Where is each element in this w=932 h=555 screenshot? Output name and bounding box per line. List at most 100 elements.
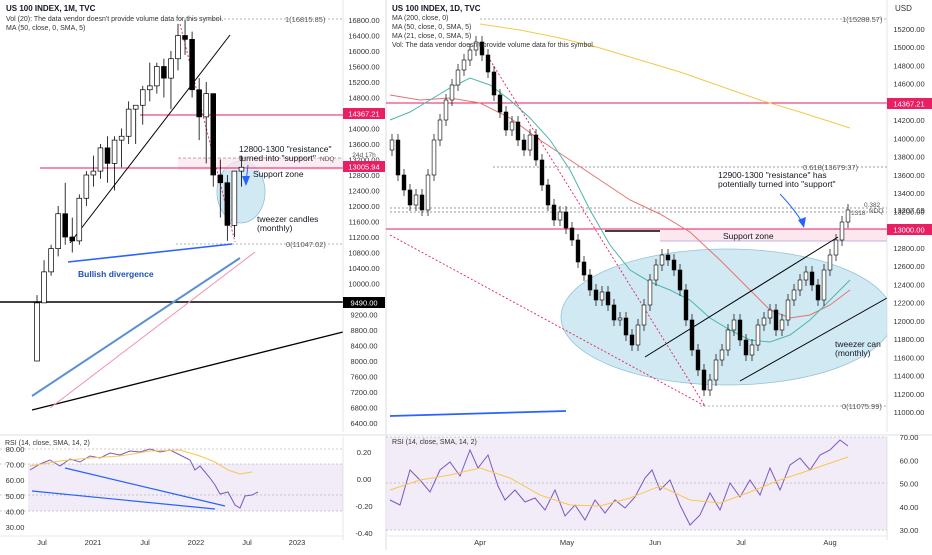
left-candle-body (238, 166, 245, 172)
right-candle-body (527, 134, 533, 151)
left-y-tick-label: 15600.00 (348, 63, 379, 72)
right-candle-body (533, 134, 539, 161)
right-candle-body (779, 319, 785, 331)
left-support-zone-band (178, 158, 343, 170)
right-ndq-label: NDQ (869, 208, 883, 215)
right-x-tick-label: Apr (474, 538, 486, 547)
right-candle-body (677, 269, 683, 291)
left-x-tick-label: Jul (37, 538, 47, 547)
right-x-tick-label: Aug (823, 538, 836, 547)
right-rsi-label: RSI (14, close, SMA, 14, 2) (392, 439, 477, 446)
right-candle-body (581, 261, 587, 276)
right-y-tick-label: 15200.00 (893, 25, 924, 34)
right-candle-body (605, 291, 611, 306)
right-candle-body (515, 121, 521, 141)
left-osc-tick-label: 0.00 (357, 475, 372, 484)
right-candle-body (545, 184, 551, 206)
left-candle-body (182, 35, 188, 40)
left-rsi-tick-label: 60.00 (6, 476, 25, 485)
right-candle-body (617, 317, 623, 321)
right-tweezer-note: tweezer can (monthly) (835, 339, 883, 358)
right-ma200-label: MA (200, close, 0) (392, 15, 448, 22)
left-y-tick-label: 6400.00 (350, 419, 377, 428)
left-uptrend-line (69, 34, 231, 244)
left-y-tick-label: 16000.00 (348, 47, 379, 56)
right-y-tick-label: 14600.00 (893, 80, 924, 89)
left-candle-body (104, 147, 111, 164)
left-candle-body (132, 104, 139, 110)
right-resistance-note: 12900-1300 "resistance" has potentially … (718, 170, 836, 189)
left-candle-body (196, 89, 202, 118)
left-chart-title: US 100 INDEX, 1M, TVC (6, 4, 96, 13)
left-x-tick-label: Jul (140, 538, 150, 547)
left-candle-body (41, 271, 47, 304)
left-candle-series (34, 20, 245, 362)
right-rsi-tick-label: 70.00 (900, 433, 919, 442)
right-candle-body (815, 284, 821, 301)
right-candle-body (845, 209, 851, 223)
right-y-tick-label: 12800.00 (893, 244, 924, 253)
right-candle-body (497, 94, 503, 113)
left-y-tick-label: 11600.00 (349, 218, 380, 227)
right-y-tick-label: 14800.00 (893, 61, 924, 70)
left-rsi-label: RSI (14, close, SMA, 14, 2) (5, 440, 90, 447)
right-time-axis: Apr May Jun Jul Aug (386, 535, 887, 547)
right-y-tick-label: 13800.00 (893, 153, 924, 162)
left-bullish-div-line (67, 243, 233, 263)
left-y-tick-label: 8400.00 (350, 342, 377, 351)
right-price-tag-upper: 14367.21 (893, 100, 924, 109)
right-y-tick-label: 14200.00 (893, 116, 924, 125)
left-candle-body (55, 213, 61, 249)
right-candle-body (431, 139, 437, 176)
left-candle-body (125, 108, 132, 137)
right-y-tick-label: 13600.00 (893, 171, 924, 180)
right-candle-body (767, 309, 773, 319)
right-x-tick-label: May (560, 538, 574, 547)
left-countdown-tag: 24d 17h (352, 152, 376, 159)
left-candle-body (189, 39, 195, 91)
right-candle-body (809, 271, 815, 286)
right-candle-body (437, 119, 443, 141)
left-rsi-tick-label: 80.00 (6, 445, 25, 454)
left-time-axis: Jul 2021 Jul 2022 Jul 2023 (0, 535, 343, 547)
left-y-tick-label: 12800.00 (348, 171, 379, 180)
right-candle-body (455, 69, 461, 86)
right-candle-body (509, 121, 515, 131)
left-rsi-tick-label: 40.00 (6, 507, 25, 516)
right-candle-body (755, 324, 761, 346)
left-y-tick-label: 14800.00 (348, 94, 379, 103)
left-candle-body (168, 58, 174, 79)
right-x-tick-label: Jun (649, 538, 661, 547)
right-candle-body (719, 349, 725, 361)
right-y-tick-label: 13200.00 (893, 207, 924, 216)
right-candle-body (629, 334, 635, 346)
right-candle-body (791, 289, 797, 301)
right-candle-body (749, 344, 755, 356)
right-y-tick-label: 14000.00 (893, 134, 924, 143)
right-candle-body (803, 271, 809, 281)
right-candle-body (635, 324, 641, 346)
right-fib-bottom-label: 0(11075.99) (842, 402, 882, 411)
left-candle-body (210, 93, 217, 176)
right-candle-body (401, 174, 407, 191)
right-candle-body (413, 194, 419, 206)
left-candle-body (140, 89, 146, 106)
left-y-tick-label: 6800.00 (350, 404, 377, 413)
right-y-tick-label: 11800.00 (894, 335, 925, 344)
left-rsi-pane: RSI (14, close, SMA, 14, 2) 80.00 70.00 60… (0, 434, 385, 540)
right-candle-body (389, 139, 395, 151)
right-candle-body (827, 254, 833, 271)
right-y-tick-label: 11000.00 (894, 408, 925, 417)
left-candle-body (147, 85, 153, 91)
left-candle-body (161, 66, 167, 79)
left-candle-body (83, 174, 90, 199)
right-candle-body (467, 49, 473, 61)
left-vol-label: Vol (20): The data vendor doesn't provid… (6, 16, 223, 23)
right-ma21-label: MA (21, close, 0, SMA, 5) (392, 33, 471, 40)
left-osc-tick-label: -0.40 (355, 529, 372, 538)
right-ma50-label: MA (50, close, 0, SMA, 5) (392, 24, 471, 31)
left-price-axis: 16800.00 16400.00 16000.00 15600.00 15200.00… (342, 0, 385, 432)
right-fib-mid-label: 0.618(13679.37) (803, 163, 859, 172)
right-candle-body (491, 71, 497, 96)
